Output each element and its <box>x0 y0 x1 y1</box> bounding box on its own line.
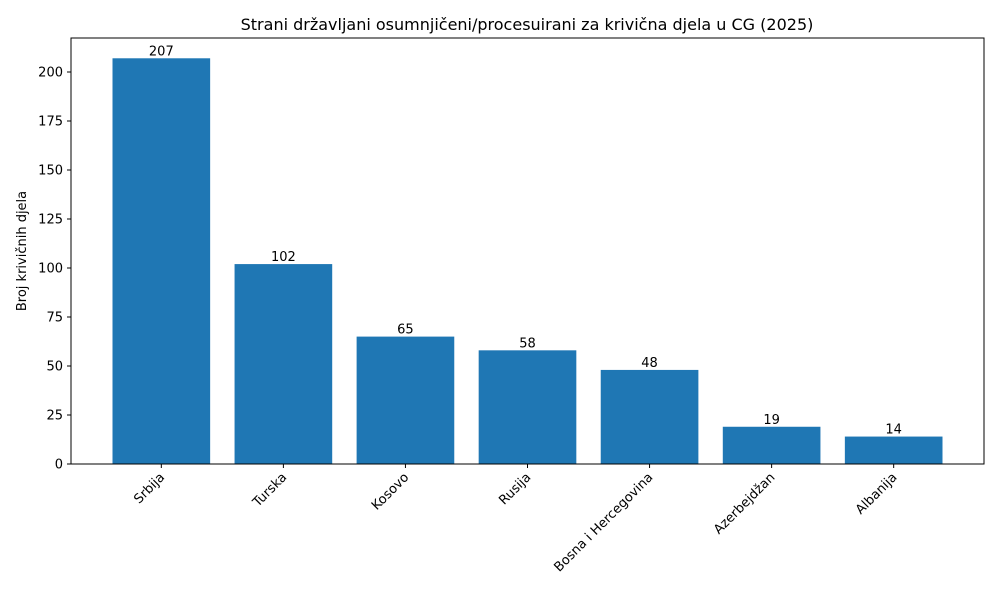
y-tick-label: 175 <box>38 115 63 130</box>
y-tick-label: 25 <box>46 409 63 424</box>
data-label: 102 <box>271 250 296 265</box>
x-tick-label: Srbija <box>131 470 168 507</box>
data-label: 207 <box>149 44 174 59</box>
chart-title: Strani državljani osumnjičeni/procesuira… <box>241 15 814 34</box>
data-label: 19 <box>763 413 780 428</box>
y-axis-label: Broj krivičnih djela <box>15 191 30 311</box>
bar-albanija <box>844 436 943 464</box>
x-tick-label: Azerbejdžan <box>711 470 778 537</box>
x-tick-label: Rusija <box>496 470 534 508</box>
bar-kosovo <box>356 336 455 464</box>
y-tick-label: 75 <box>46 311 63 326</box>
y-tick-label: 200 <box>38 66 63 81</box>
y-tick-label: 125 <box>38 213 63 228</box>
data-label: 14 <box>885 423 902 438</box>
bar-srbija <box>112 58 211 465</box>
x-tick-label: Turska <box>249 470 290 511</box>
x-tick-label: Bosna i Hercegovina <box>551 470 656 575</box>
y-tick-label: 50 <box>46 360 63 375</box>
bar-rusija <box>478 350 577 464</box>
data-label: 48 <box>641 356 658 371</box>
y-tick-label: 100 <box>38 262 63 277</box>
y-tick-label: 150 <box>38 164 63 179</box>
bar-azerbejdžan <box>722 426 821 464</box>
x-tick-label: Albanija <box>853 470 900 517</box>
data-label: 65 <box>397 323 414 338</box>
data-label: 58 <box>519 336 536 351</box>
bar-bosna-i-hercegovina <box>600 369 699 464</box>
y-tick-label: 0 <box>55 458 63 473</box>
plot-frame <box>70 37 985 465</box>
x-tick-label: Kosovo <box>369 470 412 513</box>
bar-turska <box>234 264 333 464</box>
